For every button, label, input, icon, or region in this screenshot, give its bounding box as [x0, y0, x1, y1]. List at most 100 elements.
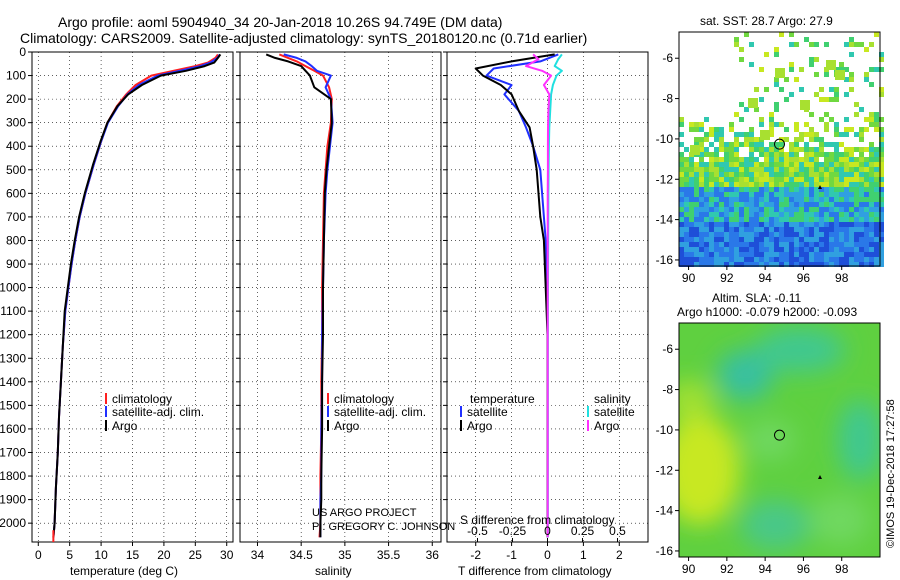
sst-cell: [814, 152, 819, 157]
sst-cell: [699, 257, 704, 262]
sst-cell: [734, 132, 739, 137]
sst-cell: [819, 197, 824, 202]
sst-cell: [774, 172, 779, 177]
sst-cell: [764, 162, 769, 167]
sst-cell: [854, 162, 859, 167]
x-tick-label: -1: [506, 548, 517, 562]
sst-cell: [839, 232, 844, 237]
sst-cell: [864, 202, 869, 207]
sst-cell: [764, 152, 769, 157]
sst-cell: [864, 177, 869, 182]
sst-cell: [879, 192, 884, 197]
sst-cell: [774, 177, 779, 182]
sst-cell: [829, 187, 834, 192]
y-tick-label: 500: [6, 163, 26, 177]
sst-cell: [859, 222, 864, 227]
sst-cell: [809, 237, 814, 242]
sst-cell: [759, 187, 764, 192]
sst-cell: [764, 197, 769, 202]
sst-cell: [699, 152, 704, 157]
sst-cell: [864, 172, 869, 177]
sst-cell: [694, 142, 699, 147]
sst-cell: [739, 207, 744, 212]
sst-cell: [824, 227, 829, 232]
sst-cell: [729, 202, 734, 207]
sst-cell: [849, 207, 854, 212]
sst-cell: [744, 247, 749, 252]
sst-cell: [804, 202, 809, 207]
sst-cell: [719, 157, 724, 162]
sst-cell: [834, 257, 839, 262]
map-y-tick-label: -10: [656, 132, 674, 146]
sst-cell: [684, 237, 689, 242]
sst-cell: [794, 257, 799, 262]
legend-sat-label: satellite-adj. clim.: [112, 405, 204, 419]
sla-map: Altim. SLA: -0.11 Argo h1000: -0.079 h20…: [656, 291, 881, 576]
sst-cell: [704, 207, 709, 212]
sst-cell: [684, 157, 689, 162]
sst-cell: [729, 227, 734, 232]
sst-cell: [879, 222, 884, 227]
map-x-tick-label: 98: [835, 562, 849, 576]
sst-cell: [764, 167, 769, 172]
sst-cell: [734, 177, 739, 182]
sst-blob: [775, 68, 785, 78]
sst-cell: [789, 217, 794, 222]
series-s-argo: [525, 53, 553, 538]
sst-cell: [784, 167, 789, 172]
sst-cell: [874, 187, 879, 192]
sst-cell: [714, 252, 719, 257]
sst-cell: [699, 182, 704, 187]
sst-cell: [864, 242, 869, 247]
sst-cell: [784, 202, 789, 207]
sst-cell: [739, 167, 744, 172]
sst-cell: [794, 202, 799, 207]
sst-cell: [854, 247, 859, 252]
sst-cell: [879, 172, 884, 177]
sst-cell: [804, 122, 809, 127]
sst-cell: [714, 207, 719, 212]
sst-cell: [869, 162, 874, 167]
sst-cell: [754, 232, 759, 237]
sst-cell: [729, 162, 734, 167]
sst-cell: [739, 212, 744, 217]
sst-cell: [844, 147, 849, 152]
sst-cell: [864, 157, 869, 162]
sst-cell: [804, 227, 809, 232]
sst-cell: [699, 217, 704, 222]
sst-cell: [824, 247, 829, 252]
sst-cell: [684, 217, 689, 222]
sst-cell: [834, 247, 839, 252]
timestamp-stamp: ©IMOS 19-Dec-2018 17:27:58: [885, 399, 897, 548]
sst-cell: [819, 142, 824, 147]
sst-cell: [734, 232, 739, 237]
sst-cell: [874, 167, 879, 172]
sst-cell: [869, 122, 874, 127]
sst-cell: [799, 137, 804, 142]
sst-cell: [724, 187, 729, 192]
sst-cell: [809, 42, 814, 47]
sst-cell: [734, 247, 739, 252]
sst-cell: [799, 237, 804, 242]
sst-cell: [834, 217, 839, 222]
sst-cell: [689, 257, 694, 262]
sst-cell: [799, 87, 804, 92]
map-y-tick-label: -10: [656, 423, 674, 437]
sst-cell: [684, 247, 689, 252]
sst-cell: [694, 257, 699, 262]
sst-cell: [744, 262, 749, 267]
sst-cell: [829, 172, 834, 177]
sst-cell: [739, 117, 744, 122]
map-x-tick-label: 92: [720, 271, 734, 285]
sst-cell: [869, 202, 874, 207]
sst-cell: [789, 32, 794, 37]
sst-cell: [819, 97, 824, 102]
sst-cell: [679, 197, 684, 202]
sst-cell: [844, 152, 849, 157]
sst-cell: [854, 157, 859, 162]
y-tick-label: 1100: [0, 304, 26, 318]
sst-cell: [764, 172, 769, 177]
sst-cell: [694, 167, 699, 172]
sst-cell: [729, 197, 734, 202]
sst-cell: [699, 127, 704, 132]
